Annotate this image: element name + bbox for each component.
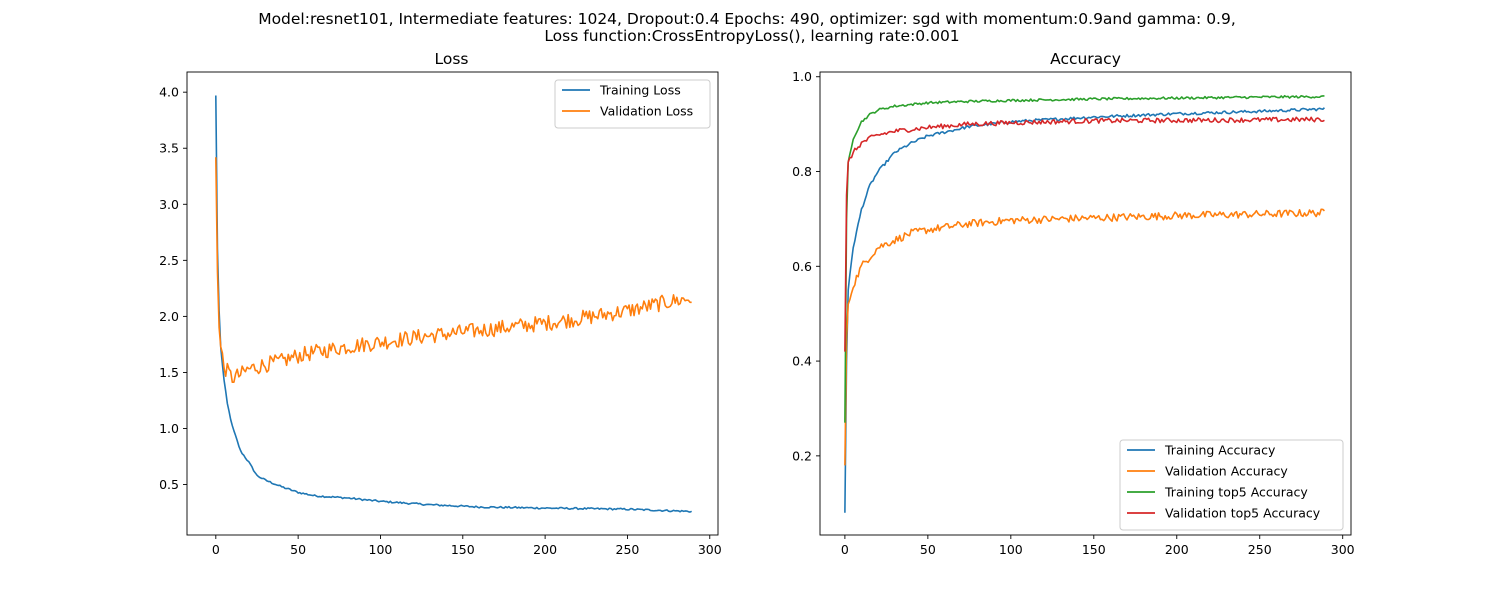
y-tick-label: 2.5 bbox=[159, 253, 179, 268]
x-tick-label: 250 bbox=[1248, 542, 1272, 557]
x-tick-label: 200 bbox=[1165, 542, 1189, 557]
plot-area bbox=[215, 95, 693, 513]
loss-chart: Loss 0 50 100 150 200 250 300 0.5 1.0 1.5 2.0 2.5 3.… bbox=[159, 50, 722, 557]
accuracy-chart: Accuracy 0 50 100 150 200 250 300 0.2 0.4 0.6 0.8 1… bbox=[792, 50, 1355, 557]
y-tick-label: 0.4 bbox=[792, 354, 812, 369]
series-line-training-loss bbox=[215, 95, 693, 513]
legend-box bbox=[1119, 439, 1344, 531]
legend: Training Loss Validation Loss bbox=[554, 79, 711, 129]
accuracy-chart-title: Accuracy bbox=[1050, 50, 1121, 68]
x-tick-label: 250 bbox=[616, 542, 640, 557]
legend-label: Validation Loss bbox=[600, 104, 693, 119]
legend: Training Accuracy Validation Accuracy Trai… bbox=[1119, 439, 1344, 531]
y-tick-label: 0.5 bbox=[159, 477, 179, 492]
x-tick-label: 50 bbox=[290, 542, 306, 557]
y-tick-label: 0.2 bbox=[792, 448, 812, 463]
y-tick-label: 3.0 bbox=[159, 197, 179, 212]
legend-box bbox=[554, 79, 711, 129]
y-tick-label: 0.6 bbox=[792, 259, 812, 274]
suptitle-line-1: Model:resnet101, Intermediate features: … bbox=[258, 10, 1236, 28]
x-tick-label: 100 bbox=[369, 542, 393, 557]
series-line-validation-top5-accuracy bbox=[844, 116, 1325, 352]
legend-label: Training top5 Accuracy bbox=[1164, 485, 1308, 500]
legend-label: Validation Accuracy bbox=[1165, 464, 1288, 479]
x-tick-label: 300 bbox=[1331, 542, 1355, 557]
legend-label: Training Accuracy bbox=[1164, 443, 1276, 458]
x-tick-label: 150 bbox=[1082, 542, 1106, 557]
x-tick-label: 0 bbox=[212, 542, 220, 557]
y-tick-label: 1.5 bbox=[159, 365, 179, 380]
y-tick-label: 2.0 bbox=[159, 309, 179, 324]
y-tick-label: 1.0 bbox=[792, 69, 812, 84]
series-line-training-top5-accuracy bbox=[844, 94, 1325, 423]
y-tick-label: 3.5 bbox=[159, 141, 179, 156]
y-tick-label: 0.8 bbox=[792, 164, 812, 179]
axes-frame bbox=[186, 71, 719, 536]
axes-frame bbox=[819, 71, 1352, 536]
x-tick-label: 300 bbox=[698, 542, 722, 557]
y-tick-label: 1.0 bbox=[159, 421, 179, 436]
x-tick-label: 100 bbox=[999, 542, 1023, 557]
series-line-validation-accuracy bbox=[844, 208, 1325, 466]
x-tick-label: 150 bbox=[451, 542, 475, 557]
series-line-training-accuracy bbox=[844, 107, 1325, 513]
legend-label: Training Loss bbox=[599, 83, 681, 98]
plot-area bbox=[844, 94, 1325, 513]
x-tick-label: 50 bbox=[920, 542, 936, 557]
x-tick-label: 0 bbox=[841, 542, 849, 557]
x-tick-label: 200 bbox=[533, 542, 557, 557]
suptitle-line-2: Loss function:CrossEntropyLoss(), learni… bbox=[544, 27, 959, 45]
loss-chart-title: Loss bbox=[435, 50, 469, 68]
y-tick-label: 4.0 bbox=[159, 85, 179, 100]
legend-label: Validation top5 Accuracy bbox=[1165, 506, 1321, 521]
series-line-validation-loss bbox=[215, 157, 692, 384]
